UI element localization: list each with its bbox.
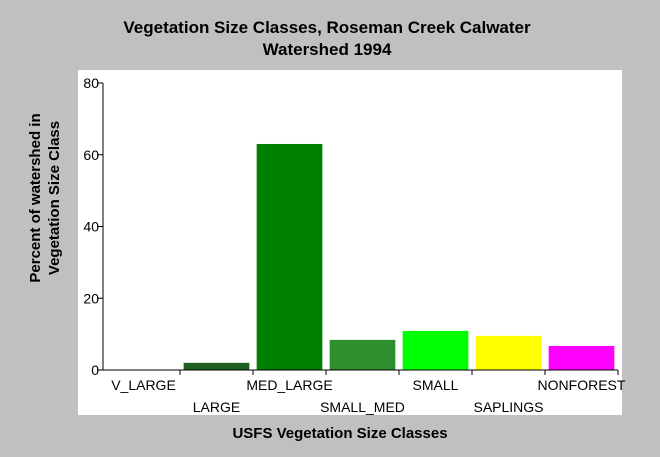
y-tick-label: 60 [83, 147, 99, 163]
y-tick-label: 20 [83, 290, 99, 306]
x-tick-label: V_LARGE [111, 377, 176, 393]
y-tick-label: 0 [91, 362, 99, 378]
bar [256, 143, 323, 370]
x-tick-label: SMALL [413, 377, 459, 393]
bar [329, 339, 396, 370]
x-tick-label: LARGE [193, 399, 240, 415]
chart-title: Vegetation Size Classes, Roseman Creek C… [123, 18, 531, 37]
y-tick-label: 40 [83, 219, 99, 235]
bar [402, 330, 469, 370]
chart-title: Watershed 1994 [263, 40, 392, 59]
bar [183, 362, 250, 370]
y-axis-label: Vegetation Size Class [46, 121, 63, 275]
x-tick-label: SMALL_MED [320, 399, 405, 415]
y-axis-label-group: Percent of watershed in Vegetation Size … [27, 113, 63, 282]
y-axis-label: Percent of watershed in [27, 113, 44, 282]
x-tick-label: MED_LARGE [246, 377, 332, 393]
x-tick-label: SAPLINGS [473, 399, 543, 415]
bar [548, 345, 615, 370]
bar [475, 335, 542, 370]
y-tick-label: 80 [83, 75, 99, 91]
x-tick-label: NONFOREST [538, 377, 626, 393]
x-axis-label: USFS Vegetation Size Classes [232, 425, 447, 442]
